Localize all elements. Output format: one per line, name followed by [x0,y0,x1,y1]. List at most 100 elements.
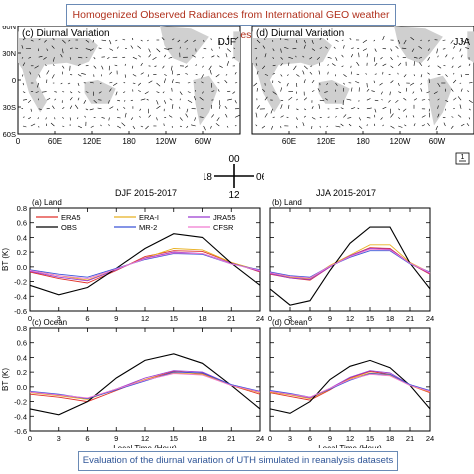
wind-vector [358,117,362,121]
wind-vector [280,48,282,53]
wind-vector [164,48,170,50]
wind-vector [460,74,462,78]
map-lat-tick: 60N [2,26,16,31]
wind-vector [351,107,356,110]
wind-vector [117,99,121,102]
series-obs [269,359,431,414]
wind-vector [435,125,438,131]
wind-vector [89,48,94,52]
wind-vector [450,39,454,44]
wind-vector [253,82,258,87]
wind-vector [226,61,229,66]
wind-vector [21,45,24,49]
x-tick-label: 3 [288,434,292,443]
wind-vector [101,39,107,42]
wind-vector [85,48,91,51]
wind-vector [264,96,268,101]
wind-vector [215,123,220,127]
wind-vector [131,65,134,69]
header-djf: DJF 2015-2017 [115,188,177,198]
wind-vector [54,98,57,101]
clock-12: 12 [228,190,240,200]
wind-vector [412,91,415,94]
wind-vector [272,57,274,60]
wind-vector [459,82,462,84]
wind-vector [162,65,165,69]
wind-vector [170,65,173,71]
wind-vector [176,74,181,76]
wind-vector [256,105,260,109]
wind-vector [85,108,89,111]
wind-vector [27,99,32,104]
wind-vector [335,39,339,42]
wind-vector [350,87,353,92]
wind-vector [398,62,402,67]
wind-vector [398,117,401,120]
wind-vector [452,57,454,60]
wind-vector [261,125,266,129]
panel-0: (a) Land -0.6 -0.4 -0.2 0.0 0.2 0.4 0.6 0.8 0 3 6 9 1… [1,198,264,323]
y-tick-label: -0.4 [14,412,27,421]
wind-vector [357,107,360,110]
wind-vector [60,53,63,58]
wind-vector [202,91,204,94]
wind-vector [21,107,24,110]
wind-vector [413,61,415,66]
wind-vector [403,39,407,45]
wind-vector [453,108,455,110]
wind-vector [379,82,383,86]
wind-vector [210,125,212,129]
y-tick-label: 0.8 [17,324,27,333]
map-lat-tick: 0 [12,76,16,85]
wind-vector [366,88,370,92]
wind-vector [303,108,307,111]
series-cfsr [269,248,431,279]
wind-vector [428,108,430,112]
wind-vector [89,108,94,111]
x-tick-label: 24 [256,434,264,443]
wind-vector [356,61,360,66]
x-tick-label: 6 [308,434,312,443]
wind-vector [327,56,332,59]
wind-vector [44,64,47,67]
wind-vector [140,39,143,42]
wind-vector [295,55,297,58]
map-lon-tick: 120E [83,137,102,146]
wind-vector [70,47,73,49]
wind-vector [62,39,66,44]
wind-vector [93,57,96,60]
wind-vector [225,53,228,58]
wind-vector [362,48,368,51]
wind-vector [98,47,102,49]
wind-vector [350,54,354,58]
wind-vector [318,70,321,75]
x-axis-label: Local Time (Hour) [318,444,382,448]
wind-vector [358,125,363,129]
wind-vector [62,125,65,127]
wind-vector [139,108,142,111]
wind-vector [436,48,438,54]
wind-vector [156,117,158,121]
wind-vector [137,82,142,86]
wind-vector [303,44,306,49]
legend-label: MR-2 [139,223,157,232]
map-lon-tick: 0 [16,137,21,146]
wind-vector [211,90,215,92]
wind-vector [309,56,313,60]
wind-vector [123,82,126,84]
panel-1: (b) Land 0 3 6 9 12 15 18 21 24 [268,198,434,323]
wind-vector [130,117,134,120]
wind-vector [280,87,282,92]
wind-vector [77,63,81,67]
wind-vector [327,116,330,118]
wind-vector [138,54,141,58]
wind-vector [185,113,189,118]
wind-vector [420,74,423,78]
panel-title: (b) Land [272,198,302,207]
wind-vector [325,46,328,49]
x-tick-label: 6 [85,434,89,443]
wind-vector [255,63,258,66]
x-tick-label: 18 [198,434,206,443]
wind-vector [171,104,174,109]
wind-vector [132,56,138,60]
